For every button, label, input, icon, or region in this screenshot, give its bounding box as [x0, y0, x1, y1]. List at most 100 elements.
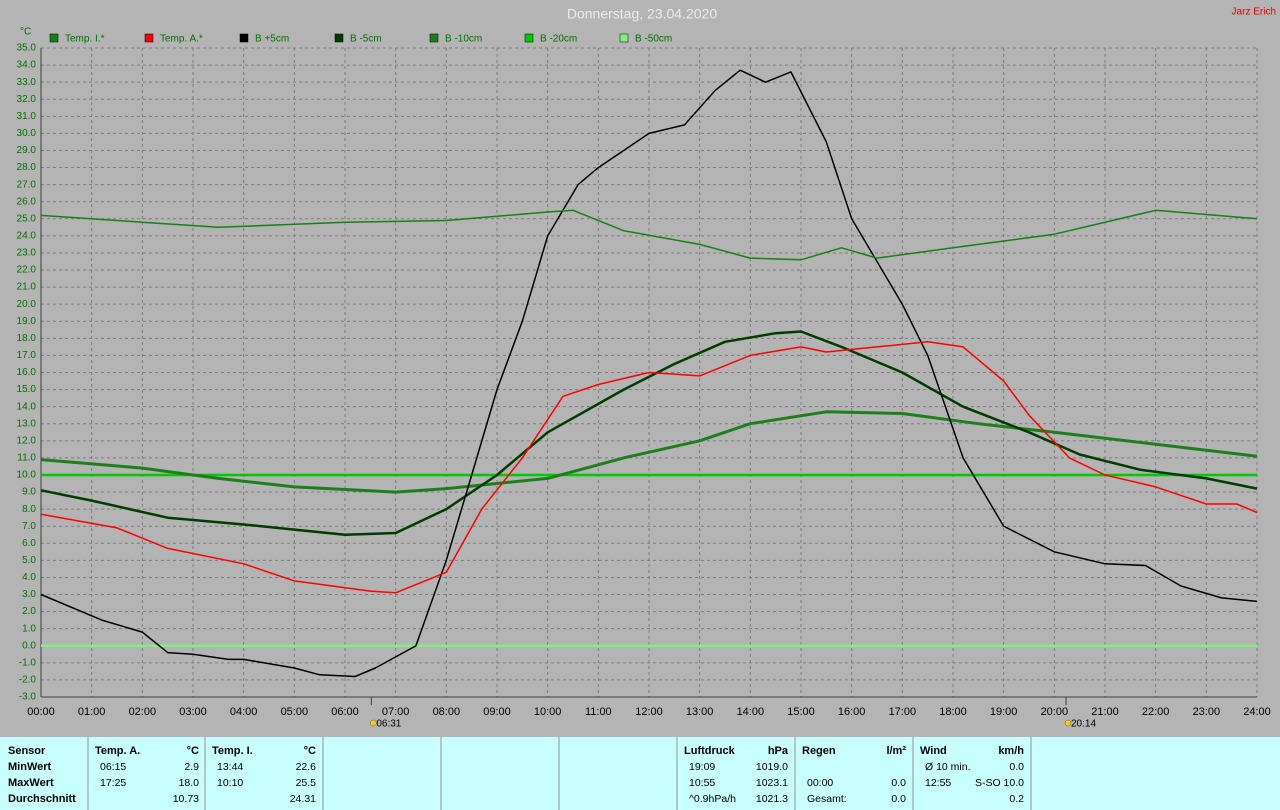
series-line — [40, 69, 1258, 678]
cell-left: 06:15 — [100, 761, 126, 773]
y-tick-label: 34.0 — [17, 60, 37, 71]
column-header: Regen — [802, 745, 836, 757]
legend-label: Temp. A.* — [160, 34, 203, 45]
y-tick-label: 35.0 — [17, 43, 37, 54]
y-unit: °C — [20, 27, 31, 38]
x-tick-label: 20:00 — [1041, 706, 1069, 718]
x-tick-label: 10:00 — [534, 706, 562, 718]
cell-right: 2.9 — [184, 761, 199, 773]
y-tick-label: 15.0 — [17, 384, 37, 395]
sun-icon — [1064, 719, 1072, 727]
stats-panel — [0, 737, 1280, 810]
cell-left: 00:00 — [807, 777, 833, 789]
legend-swatch — [49, 33, 59, 43]
legend-swatch — [239, 33, 249, 43]
cell-right: 1021.3 — [756, 793, 788, 805]
legend-swatch — [429, 33, 439, 43]
legend-swatch — [619, 33, 629, 43]
y-tick-label: -2.0 — [19, 675, 37, 686]
cell-right: 1023.1 — [756, 777, 788, 789]
cell-right: 18.0 — [179, 777, 200, 789]
cell-left: 13:44 — [217, 761, 243, 773]
y-tick-label: 33.0 — [17, 77, 37, 88]
x-tick-label: 01:00 — [78, 706, 106, 718]
cell-left: 10:55 — [689, 777, 715, 789]
y-tick-label: 9.0 — [22, 487, 36, 498]
y-tick-label: 28.0 — [17, 162, 37, 173]
row-label: MaxWert — [8, 777, 54, 789]
y-tick-label: 27.0 — [17, 179, 37, 190]
x-tick-label: 00:00 — [27, 706, 55, 718]
legend-label: Temp. I.* — [65, 34, 105, 45]
x-tick-label: 08:00 — [433, 706, 461, 718]
legend-swatch — [524, 33, 534, 43]
y-tick-label: -1.0 — [19, 657, 37, 668]
x-tick-label: 05:00 — [281, 706, 309, 718]
y-tick-label: 10.0 — [17, 470, 37, 481]
legend-label: B -10cm — [445, 34, 482, 45]
legend-label: B +5cm — [255, 34, 289, 45]
x-tick-label: 02:00 — [129, 706, 157, 718]
y-tick-label: 20.0 — [17, 299, 37, 310]
stats: Sensor MinWert MaxWert Durchschnitt Temp. A.… — [8, 745, 1024, 805]
y-tick-label: 24.0 — [17, 231, 37, 242]
annotation-label: 20:14 — [1071, 719, 1096, 730]
y-tick-label: 11.0 — [17, 453, 36, 464]
cell-right: 24.31 — [290, 793, 316, 805]
x-tick-label: 13:00 — [686, 706, 714, 718]
x-tick-label: 17:00 — [889, 706, 917, 718]
cell-right: 0.0 — [891, 777, 906, 789]
x-tick-label: 11:00 — [585, 706, 612, 718]
legend-label: B -5cm — [350, 34, 382, 45]
y-tick-label: 6.0 — [22, 538, 36, 549]
cell-left: 12:55 — [925, 777, 951, 789]
legend-swatch — [334, 33, 344, 43]
plot: -3.0 -2.0 -1.0 0.0 1.0 2.0 3.0 4.0 5.0 6.0 7.0 8.0 9… — [17, 34, 1271, 730]
series-line — [40, 341, 1258, 594]
y-tick-label: 13.0 — [17, 418, 37, 429]
y-tick-label: 2.0 — [22, 606, 36, 617]
y-tick-label: 32.0 — [17, 94, 37, 105]
y-tick-label: 19.0 — [17, 316, 37, 327]
y-tick-label: 12.0 — [17, 435, 37, 446]
cell-left: 10:10 — [217, 777, 243, 789]
column-header: Temp. I. — [212, 745, 253, 757]
cell-right: 0.0 — [1009, 761, 1024, 773]
cell-right: 10.73 — [173, 793, 199, 805]
y-tick-label: 8.0 — [22, 504, 36, 515]
cell-right: 22.6 — [296, 761, 317, 773]
y-tick-label: 5.0 — [22, 555, 36, 566]
x-tick-label: 12:00 — [635, 706, 663, 718]
chart-title: Donnerstag, 23.04.2020 — [567, 6, 717, 22]
column-unit: hPa — [768, 745, 789, 757]
y-tick-label: 3.0 — [22, 589, 36, 600]
series-line — [40, 330, 1258, 537]
cell-right: 0.2 — [1009, 793, 1024, 805]
cell-left: Gesamt: — [807, 793, 847, 805]
column-unit: l/m² — [886, 745, 906, 757]
y-tick-label: 17.0 — [17, 350, 37, 361]
row-label: Sensor — [8, 745, 46, 757]
legend-swatch — [144, 33, 154, 43]
annotation-label: 06:31 — [376, 719, 401, 730]
y-tick-label: 4.0 — [22, 572, 36, 583]
cell-right: S-SO 10.0 — [975, 777, 1024, 789]
column-header: Wind — [920, 745, 947, 757]
legend-label: B -20cm — [540, 34, 577, 45]
cell-left: Ø 10 min. — [925, 761, 971, 773]
series-line — [40, 209, 1258, 261]
column-unit: km/h — [998, 745, 1024, 757]
row-label: MinWert — [8, 761, 52, 773]
cell-left: ^0.9hPa/h — [689, 793, 736, 805]
column-unit: °C — [304, 745, 316, 757]
y-tick-label: 16.0 — [17, 367, 37, 378]
y-tick-label: 22.0 — [17, 265, 37, 276]
column-unit: °C — [187, 745, 199, 757]
y-tick-label: 30.0 — [17, 128, 37, 139]
column-header: Temp. A. — [95, 745, 140, 757]
x-tick-label: 07:00 — [382, 706, 410, 718]
y-tick-label: 29.0 — [17, 145, 37, 156]
x-tick-label: 21:00 — [1091, 706, 1119, 718]
